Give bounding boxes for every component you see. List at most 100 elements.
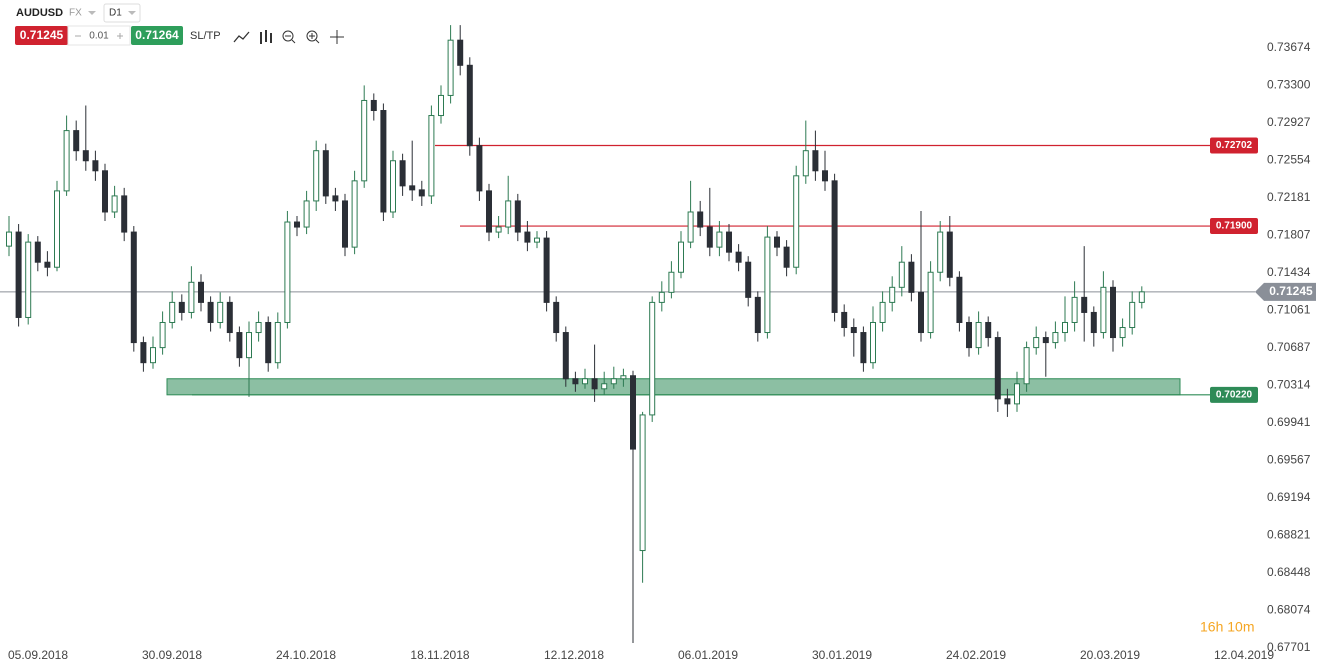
candle-body — [457, 39, 464, 66]
candle-body — [486, 190, 492, 233]
candle-body — [246, 332, 252, 359]
candle-body — [1004, 398, 1011, 405]
zoom-in-icon[interactable] — [309, 33, 320, 44]
candle-body — [918, 291, 924, 334]
candle-body — [332, 195, 339, 202]
market[interactable]: FX — [69, 8, 82, 19]
zoom-out-icon[interactable] — [282, 30, 294, 42]
last-price-label: 0.71245 — [1269, 284, 1313, 298]
y-tick-label: 0.71061 — [1267, 303, 1311, 317]
candle-body — [879, 301, 886, 323]
y-tick-label: 0.71807 — [1267, 228, 1311, 242]
candle-body — [630, 375, 636, 450]
volume[interactable]: 0.01 — [89, 31, 109, 42]
candle-body — [534, 237, 540, 243]
interval-box[interactable] — [103, 3, 141, 23]
candle-body — [754, 296, 761, 334]
line-tool-icon[interactable] — [233, 31, 250, 43]
dropdown-icon[interactable] — [88, 11, 96, 15]
candle-body — [601, 383, 608, 390]
candle-body — [505, 200, 512, 228]
candle-body — [188, 281, 195, 313]
candle-body — [284, 221, 291, 323]
candle-body — [150, 347, 156, 364]
candle-body — [562, 332, 569, 380]
y-tick-label: 0.68448 — [1267, 565, 1311, 579]
candle-body — [774, 236, 780, 248]
candle-body — [1071, 296, 1078, 323]
candle-body — [102, 170, 108, 213]
sell-button[interactable] — [15, 26, 68, 45]
volume-box[interactable] — [67, 25, 131, 46]
level-label: 0.72702 — [1216, 140, 1253, 151]
candle-body — [1042, 337, 1049, 344]
candle-body — [658, 291, 665, 303]
candle-body — [92, 160, 99, 172]
level-label-box — [1210, 386, 1258, 403]
level-label-box — [1210, 218, 1258, 235]
candle-body — [226, 301, 233, 334]
candle-body — [409, 185, 416, 191]
zoom-out-icon[interactable] — [285, 35, 296, 44]
interval[interactable]: D1 — [109, 8, 122, 19]
candle-body — [783, 246, 790, 268]
candle-body — [956, 276, 963, 323]
symbol[interactable]: AUDUSD — [16, 7, 63, 19]
x-tick-label: 24.10.2018 — [276, 648, 336, 662]
candle-body — [313, 150, 320, 202]
candle-body — [217, 301, 224, 323]
move-icon[interactable] — [330, 30, 344, 44]
candle-body — [610, 378, 617, 385]
candle-body — [822, 170, 828, 182]
candle-body — [361, 99, 368, 182]
candle-body — [476, 145, 483, 192]
candle-body — [706, 226, 713, 248]
candle-body — [466, 64, 473, 147]
candle-body — [764, 236, 771, 334]
candle-body — [1052, 332, 1059, 344]
candle-body — [111, 195, 118, 213]
candle-body — [553, 301, 560, 334]
x-tick-label: 24.02.2019 — [946, 648, 1006, 662]
candle-body — [1129, 301, 1136, 329]
candle-body — [994, 337, 1001, 400]
candle-body — [322, 150, 329, 197]
candle-body — [1033, 337, 1040, 349]
y-tick-label: 0.69194 — [1267, 490, 1311, 504]
candle-body — [370, 99, 377, 112]
x-tick-label: 12.04.2019 — [1214, 648, 1274, 662]
candle-body — [1138, 291, 1145, 303]
candle-body — [418, 189, 425, 197]
candle-body — [447, 39, 454, 96]
candle-body — [620, 375, 627, 380]
candle-body — [975, 321, 982, 349]
dropdown-icon[interactable] — [128, 11, 136, 15]
candle-tool-icon[interactable] — [260, 30, 272, 44]
sltp[interactable]: SL/TP — [190, 30, 221, 42]
candle-body — [591, 378, 598, 390]
candle-body — [927, 271, 934, 334]
candle-body — [985, 321, 992, 339]
candle-body — [380, 110, 387, 213]
candle-body — [1090, 311, 1097, 334]
plot: 0.73674 0.73300 0.72927 0.72554 0.72181 0.718… — [0, 25, 1316, 662]
candle-body — [342, 200, 348, 248]
y-tick-label: 0.68074 — [1267, 603, 1311, 617]
candle-body — [495, 226, 502, 233]
candle-body — [716, 231, 723, 248]
candle-body — [207, 301, 214, 323]
plus-icon[interactable] — [117, 33, 123, 39]
sell-price[interactable]: 0.71245 — [20, 28, 64, 42]
candle-body — [390, 160, 396, 213]
candle-body — [1062, 321, 1068, 334]
candle-body — [745, 261, 752, 298]
y-tick-label: 0.72554 — [1267, 153, 1311, 167]
zoom-in-icon[interactable] — [306, 30, 318, 42]
buy-button[interactable] — [131, 26, 183, 45]
candle-body — [697, 211, 704, 228]
candle-body — [514, 200, 521, 233]
candle-body — [1023, 347, 1030, 385]
level-label: 0.71900 — [1216, 221, 1253, 232]
x-tick-label: 18.11.2018 — [410, 648, 469, 662]
buy-price[interactable]: 0.71264 — [135, 28, 179, 42]
